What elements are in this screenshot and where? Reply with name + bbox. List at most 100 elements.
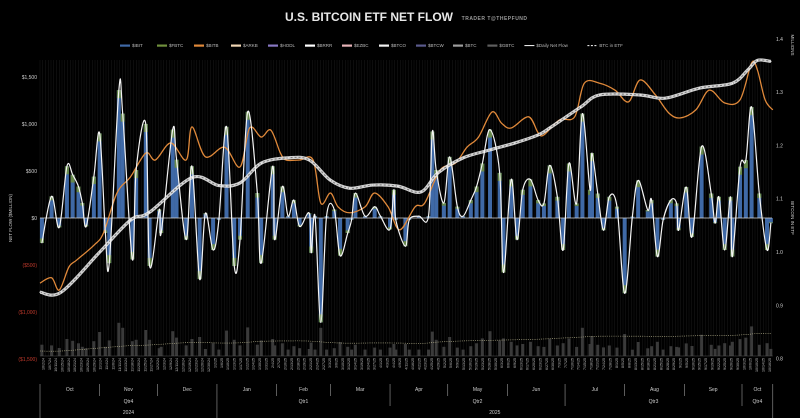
lower-bar <box>313 349 317 356</box>
net-flow-bar <box>738 166 743 218</box>
y-tick-label: ($500) <box>23 263 38 269</box>
lower-bar <box>488 331 492 356</box>
lower-bar <box>475 343 479 356</box>
x-tick-label: 10/29/24 <box>92 358 96 372</box>
daily-net-flow-point <box>616 206 618 208</box>
lower-bar <box>238 345 242 356</box>
lower-bar <box>650 346 654 356</box>
net-flow-bar <box>607 196 612 218</box>
net-flow-bar-cap <box>501 264 506 273</box>
net-flow-bar <box>91 176 96 218</box>
x-tick-label: 10/7/24 <box>48 358 52 370</box>
net-flow-bar <box>520 189 525 218</box>
x-tick-label: 10/11/24 <box>54 358 58 372</box>
x-tick-label: 5/30/25 <box>494 358 498 370</box>
btc-in-etf-point <box>731 82 733 84</box>
x-tick-label: 7/18/25 <box>589 358 593 370</box>
net-flow-bar-cap <box>403 241 408 247</box>
legend-label: $ARKB <box>243 43 258 48</box>
x-tick-label: 8/29/25 <box>672 358 676 370</box>
legend-label: $IBIT <box>132 43 143 48</box>
lower-bar <box>271 339 275 356</box>
left-axis-label: NET FLOW ($MILLION) <box>8 194 13 242</box>
legend-swatch <box>120 44 130 47</box>
month-label: Aug <box>650 387 659 393</box>
daily-net-flow-point <box>443 202 445 204</box>
net-flow-bar <box>39 218 44 243</box>
daily-net-flow-point <box>93 176 95 178</box>
daily-net-flow-point <box>191 165 193 167</box>
month-label: Feb <box>299 387 308 393</box>
lower-bar <box>669 346 673 356</box>
legend-item: $BTCW <box>416 43 445 48</box>
net-flow-bar-cap <box>372 206 377 209</box>
x-tick-label: 2/19/25 <box>303 358 307 370</box>
btc-in-etf-point <box>397 185 399 187</box>
btc-in-etf-point <box>756 59 758 61</box>
daily-net-flow-point <box>108 262 110 264</box>
btc-in-etf-point <box>218 184 220 187</box>
daily-net-flow-point <box>333 209 335 211</box>
lower-bar <box>211 343 215 356</box>
daily-net-flow-point <box>499 172 501 174</box>
net-flow-bar <box>143 124 148 218</box>
net-flow-bar <box>501 218 506 273</box>
legend-swatch <box>342 44 352 47</box>
net-flow-bar <box>116 90 121 218</box>
legend-swatch <box>305 44 315 47</box>
lower-bar <box>76 343 80 356</box>
x-tick-label: 12/9/24 <box>169 358 173 370</box>
legend-swatch <box>231 44 241 47</box>
daily-net-flow-point <box>428 215 430 217</box>
daily-net-flow-point <box>670 199 672 201</box>
lower-bar <box>738 339 742 356</box>
month-label: Jun <box>532 387 540 393</box>
lower-bar <box>388 347 392 356</box>
net-flow-bar <box>345 218 350 234</box>
x-tick-label: 3/10/25 <box>341 358 345 370</box>
btc-in-etf-point <box>372 184 374 186</box>
x-tick-label: 1/24/25 <box>252 358 256 370</box>
net-flow-bar <box>645 210 650 218</box>
daily-net-flow-point <box>339 255 341 257</box>
lower-bar <box>134 339 138 356</box>
lower-bar <box>555 345 559 356</box>
daily-net-flow-point <box>72 174 74 176</box>
net-flow-bar <box>668 200 673 218</box>
daily-net-flow-point <box>404 245 406 247</box>
daily-net-flow-point <box>233 265 235 267</box>
x-tick-label: 10/14/25 <box>761 358 765 372</box>
net-flow-bar <box>388 218 393 230</box>
legend-swatch <box>379 44 389 47</box>
year-label: 2024 <box>123 410 134 416</box>
net-flow-bar <box>555 196 560 218</box>
net-flow-bar <box>541 203 546 218</box>
lower-bar <box>325 349 329 356</box>
net-flow-bar <box>259 218 264 264</box>
net-flow-bar <box>536 200 541 218</box>
daily-net-flow-point <box>81 202 83 204</box>
net-flow-bar <box>189 166 194 218</box>
quarter-label: Qtr2 <box>473 399 483 405</box>
net-flow-bar <box>434 170 439 218</box>
x-tick-label: 7/7/25 <box>564 358 568 368</box>
net-flow-bar-cap <box>245 111 250 120</box>
daily-net-flow-point <box>287 215 289 217</box>
daily-net-flow-point <box>603 229 605 231</box>
y2-tick-label: 0.8 <box>776 357 783 363</box>
net-flow-bar-cap <box>468 200 473 204</box>
lower-bar <box>567 338 571 356</box>
net-flow-bar <box>130 218 135 260</box>
daily-net-flow-point <box>118 89 120 91</box>
x-tick-label: 11/27/24 <box>150 358 154 372</box>
x-tick-label: 5/16/25 <box>468 358 472 370</box>
net-flow-bar <box>636 180 641 218</box>
net-flow-bar-cap <box>765 244 770 250</box>
x-tick-label: 10/18/24 <box>67 358 71 372</box>
x-tick-label: 2/24/25 <box>315 358 319 370</box>
x-tick-label: 4/21/25 <box>417 358 421 370</box>
x-tick-label: 10/16/25 <box>768 358 772 372</box>
lower-bar <box>509 341 513 356</box>
x-tick-label: 2/27/25 <box>322 358 326 370</box>
net-flow-bar <box>601 218 606 231</box>
